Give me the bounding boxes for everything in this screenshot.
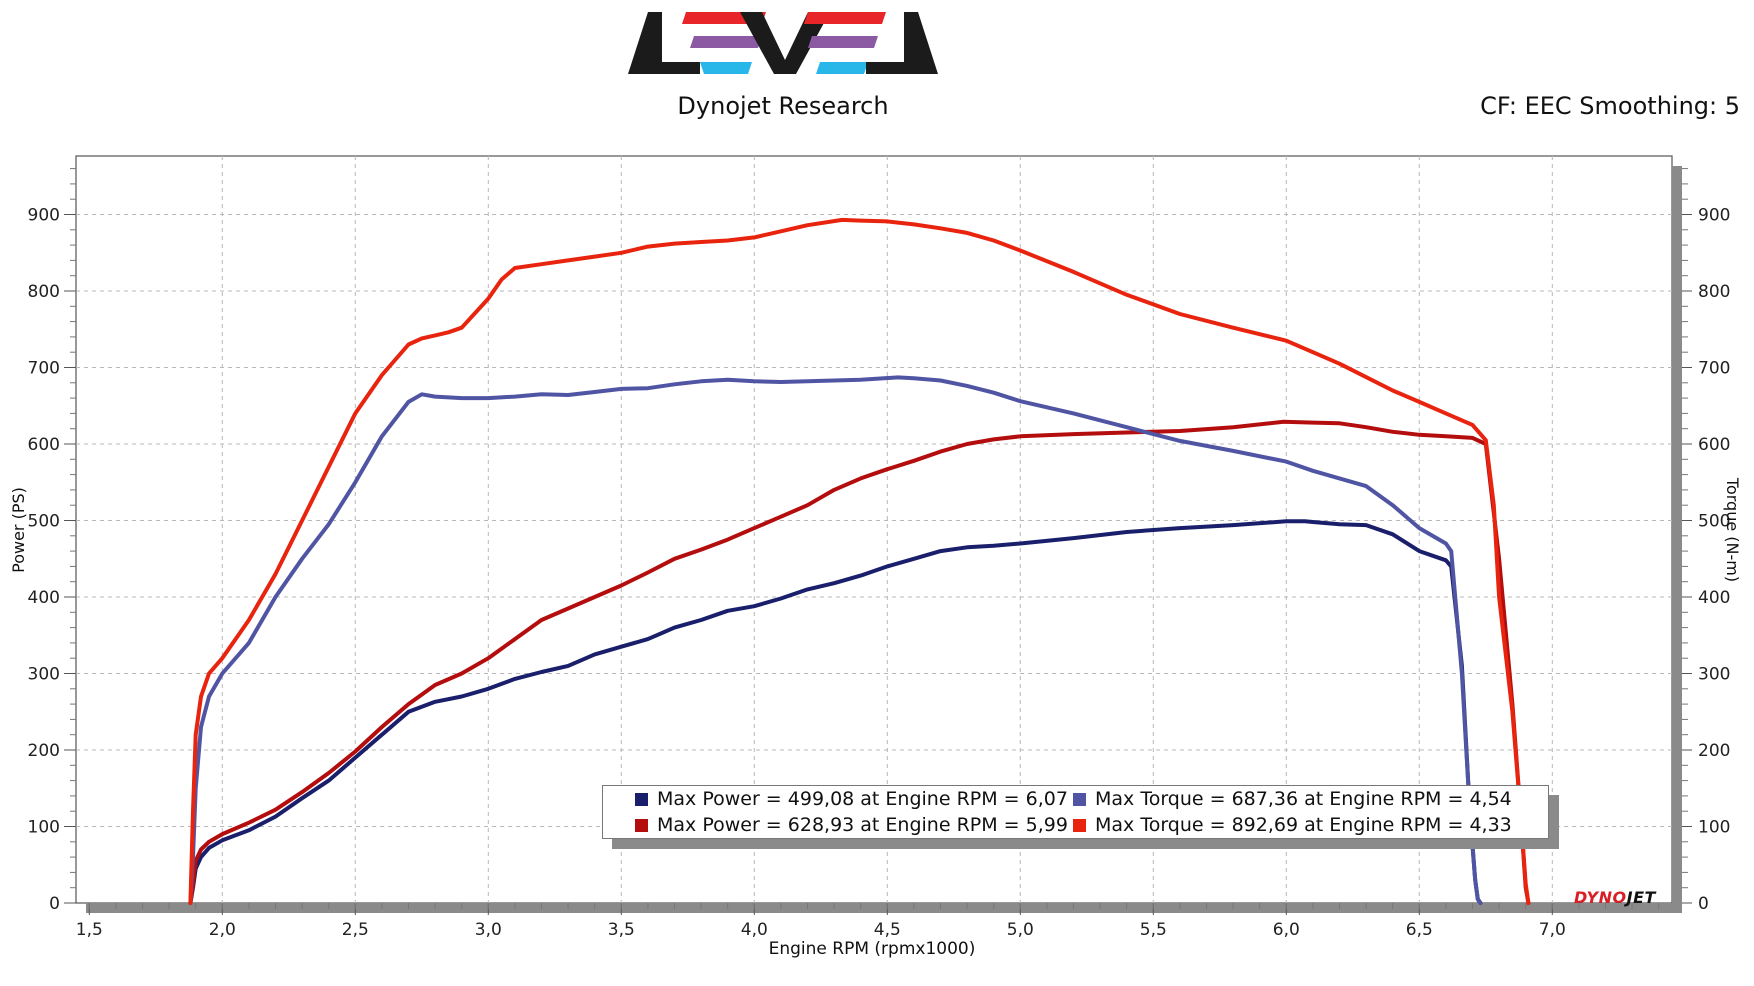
y-tick-label-right: 900 [1698,206,1730,226]
legend-swatch-torque-1 [1073,792,1086,806]
level-logo [628,12,938,74]
y-tick-label-right: 600 [1698,435,1730,455]
x-tick-label: 3,0 [475,920,502,940]
logo-bar-purple-1 [690,36,762,48]
x-tick-label: 7,0 [1539,920,1566,940]
logo-letter-l-mirror [866,12,938,74]
legend-text-torque-1: Max Torque = 687,36 at Engine RPM = 4,54 [1095,788,1512,810]
y-tick-label-left: 200 [28,741,60,761]
y-tick-label-right: 400 [1698,588,1730,608]
y-tick-label-left: 500 [28,512,60,532]
logo-letter-v [740,12,830,74]
dynojet-logo-dyno: DYNO [1574,888,1627,907]
legend-swatch-power-2 [635,818,648,832]
y-tick-label-left: 900 [28,206,60,226]
plot-area [75,155,1673,904]
y-tick-label-right: 800 [1698,282,1730,302]
y-tick-label-right: 200 [1698,741,1730,761]
x-tick-label: 2,5 [342,920,369,940]
legend-text-power-1: Max Power = 499,08 at Engine RPM = 6,07 [657,788,1068,810]
y-tick-label-right: 0 [1698,894,1709,914]
series-power-run-2 [188,419,1531,905]
logo-letter-l [628,12,700,74]
y-tick-label-left: 800 [28,282,60,302]
logo-bar-purple-2 [808,36,878,48]
series-power-run-1 [188,519,1483,905]
y-tick-label-right: 500 [1698,512,1730,532]
y-axis-label-left: Power (PS) [9,487,28,573]
x-tick-label: 4,5 [874,920,901,940]
company-name: Dynojet Research [677,92,889,120]
series-torque-run-2 [188,217,1531,905]
y-tick-label-left: 100 [28,818,60,838]
legend-entry-power-1: Max Power = 499,08 at Engine RPM = 6,07 [635,786,1068,812]
x-tick-label: 5,5 [1140,920,1167,940]
y-tick-label-left: 600 [28,435,60,455]
x-tick-label: 5,0 [1007,920,1034,940]
legend-swatch-power-1 [635,792,648,806]
x-tick-label: 2,0 [209,920,236,940]
legend-entry-power-2: Max Power = 628,93 at Engine RPM = 5,99 [635,812,1068,838]
x-tick-label: 4,0 [741,920,768,940]
logo-bar-cyan-2 [816,62,868,74]
series-torque-run-1 [188,375,1483,905]
legend-text-power-2: Max Power = 628,93 at Engine RPM = 5,99 [657,814,1068,836]
logo-bar-cyan-1 [700,62,752,74]
x-axis-label: Engine RPM (rpmx1000) [769,939,976,959]
y-tick-label-right: 300 [1698,665,1730,685]
dynojet-logo-jet: JET [1626,888,1656,907]
series-lines [188,217,1531,905]
axis-ticks: 1,5 2,0 2,5 3,0 3,5 4,0 4,5 5,0 5,5 6,0 6,5 7,0 0 0 10… [28,168,1730,940]
logo-bar-red-2 [804,12,886,24]
x-tick-label: 3,5 [608,920,635,940]
x-tick-label: 6,0 [1273,920,1300,940]
x-axis-bar [86,903,1682,913]
dynojet-logo: DYNOJET [1574,888,1656,907]
y-tick-label-left: 0 [49,894,60,914]
x-tick-label: 1,5 [76,920,103,940]
y-tick-label-right: 700 [1698,359,1730,379]
legend-box: Max Power = 499,08 at Engine RPM = 6,07 … [602,785,1549,839]
logo-mark [628,12,938,74]
y-tick-label-right: 100 [1698,818,1730,838]
plot-frame [75,155,1682,913]
legend-swatch-torque-2 [1073,818,1086,832]
y-tick-label-left: 700 [28,359,60,379]
legend-entry-torque-2: Max Torque = 892,69 at Engine RPM = 4,33 [1073,812,1512,838]
correction-factor-text: CF: EEC Smoothing: 5 [1480,92,1740,120]
legend-entry-torque-1: Max Torque = 687,36 at Engine RPM = 4,54 [1073,786,1512,812]
y-tick-label-left: 400 [28,588,60,608]
y-axis-label-right: Torque (N-m) [1723,477,1742,582]
right-axis-bar [1672,166,1682,913]
y-tick-label-left: 300 [28,665,60,685]
x-tick-label: 6,5 [1406,920,1433,940]
legend-text-torque-2: Max Torque = 892,69 at Engine RPM = 4,33 [1095,814,1512,836]
